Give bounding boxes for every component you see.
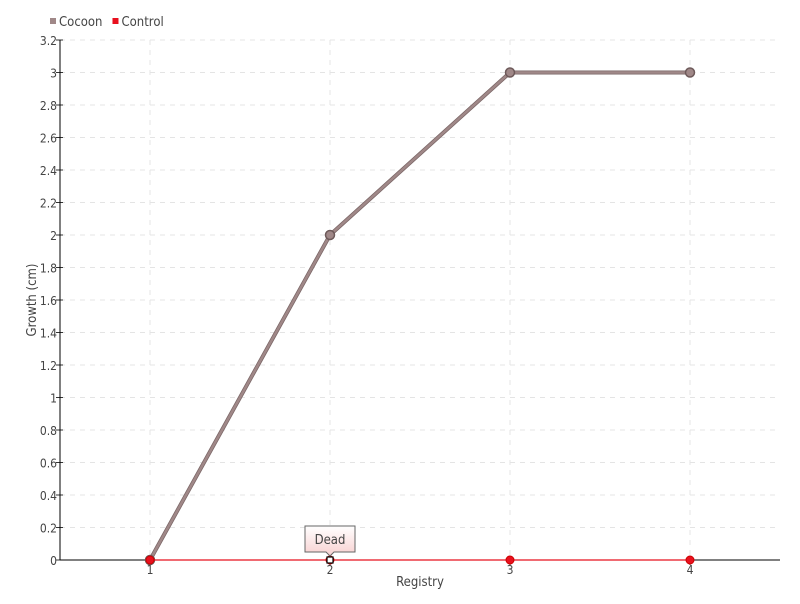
series-line-cocoon-outline <box>148 70 690 561</box>
data-point-cocoon <box>684 67 696 78</box>
legend-label-control: Control <box>121 15 163 30</box>
grid <box>60 39 780 560</box>
y-tick-label: 2.6 <box>40 132 57 146</box>
series-layer <box>144 67 696 566</box>
y-tick-label: 1 <box>50 392 57 406</box>
tooltip: Dead <box>304 525 356 564</box>
legend-swatch-cocoon <box>50 18 56 24</box>
data-point-control <box>145 555 155 565</box>
y-tick-label: 2.4 <box>40 164 57 178</box>
tooltip-box <box>304 525 356 557</box>
x-tick-label: 4 <box>687 563 694 577</box>
series-line-cocoon <box>148 71 690 561</box>
data-point-cocoon <box>504 67 516 78</box>
y-tick-label: 3 <box>50 67 57 81</box>
y-tick-label: 1.8 <box>40 262 57 276</box>
y-tick-label: 0.8 <box>40 424 57 438</box>
y-tick-label: 1.4 <box>40 327 57 341</box>
y-tick-label: 2 <box>50 229 57 243</box>
y-tick-label: 2.2 <box>40 197 57 211</box>
x-tick-label: 1 <box>147 563 154 577</box>
y-tick-label: 0.4 <box>40 489 57 503</box>
x-tick-label: 2 <box>327 563 334 577</box>
x-axis-label: Registry <box>396 575 444 590</box>
tooltip-text: Dead <box>315 533 346 548</box>
x-tick-label: 3 <box>507 563 514 577</box>
axes: 0 0.2 0.4 0.6 0.8 1 1.2 1.4 1.6 1.8 2 2.2 2.4 2.6 2.8 3… <box>40 34 780 577</box>
tooltip-marker <box>326 556 334 564</box>
data-point-control <box>685 555 695 565</box>
legend-label-cocoon: Cocoon <box>59 15 102 30</box>
legend-swatch-control <box>112 18 119 24</box>
y-tick-label: 0 <box>50 554 57 568</box>
y-tick-label: 1.2 <box>40 359 57 373</box>
y-axis-label: Growth (cm) <box>25 264 40 337</box>
data-point-control <box>505 555 515 565</box>
y-tick-label: 0.6 <box>40 457 57 471</box>
y-tick-label: 1.6 <box>40 294 57 308</box>
legend: Cocoon Control <box>50 15 164 30</box>
y-tick-label: 3.2 <box>40 34 57 48</box>
data-point-cocoon <box>324 229 336 241</box>
y-tick-label: 2.8 <box>40 99 57 113</box>
y-tick-label: 0.2 <box>40 522 57 536</box>
